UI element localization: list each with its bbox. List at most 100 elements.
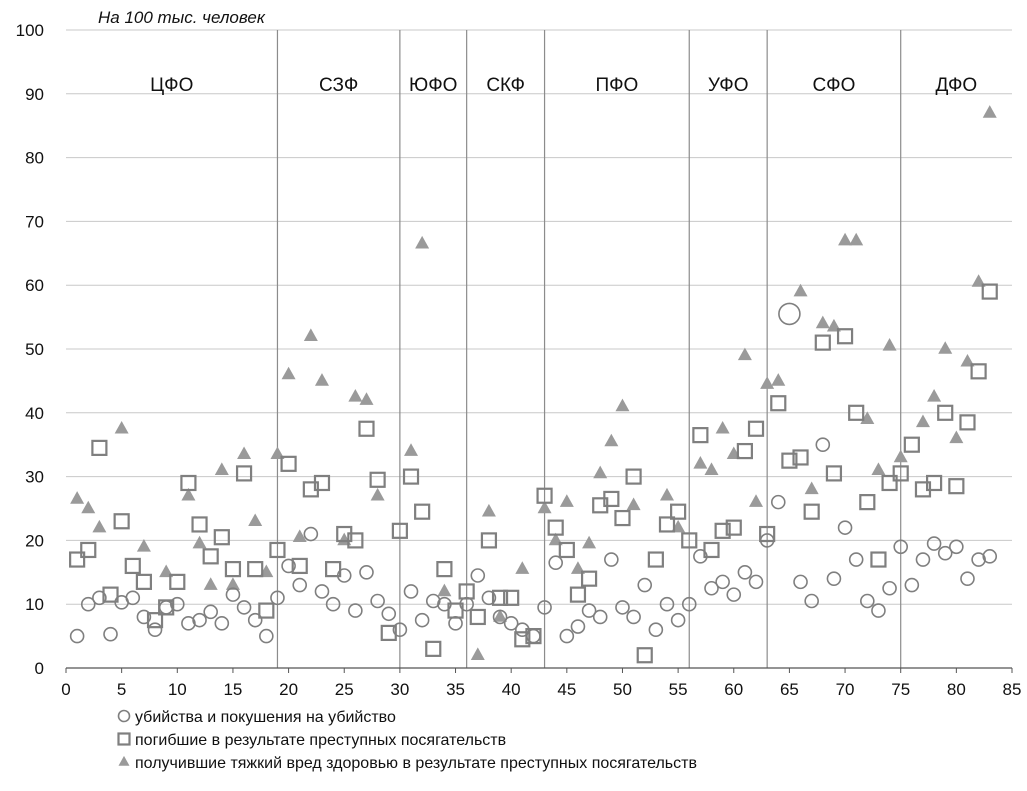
square-point	[836, 328, 854, 345]
square-point	[870, 551, 887, 568]
triangle-point	[359, 392, 374, 405]
square-point	[681, 532, 698, 549]
legend-label: убийства и покушения на убийство	[135, 709, 396, 726]
circle-point	[626, 609, 641, 625]
square-point	[658, 516, 676, 533]
triangle-point	[136, 538, 151, 552]
y-tick-label: 30	[25, 468, 44, 487]
circle-point	[414, 612, 430, 628]
y-tick-label: 80	[25, 149, 44, 168]
y-tick-label: 40	[25, 404, 44, 423]
y-tick-label: 0	[35, 659, 44, 678]
square-point	[113, 513, 130, 530]
circle-point	[459, 596, 474, 612]
series-triangle	[70, 105, 997, 661]
square-point	[814, 334, 831, 351]
triangle-point	[938, 341, 953, 354]
circle-point	[526, 628, 541, 644]
square-point	[759, 525, 776, 543]
square-point	[291, 557, 308, 575]
triangle-point	[882, 337, 897, 351]
square-point	[981, 283, 998, 300]
circle-point	[359, 564, 374, 580]
circle-point	[915, 552, 931, 567]
square-point	[102, 586, 119, 603]
triangle-point	[515, 561, 530, 574]
square-point	[614, 509, 631, 527]
circle-point	[403, 584, 419, 599]
triangle-point	[225, 577, 240, 590]
triangle-point	[793, 283, 808, 297]
square-point	[213, 529, 230, 546]
triangle-point	[370, 487, 385, 501]
square-point	[714, 522, 731, 539]
y-tick-label: 50	[25, 340, 44, 359]
circle-point	[960, 571, 975, 586]
circle-point	[659, 596, 675, 612]
circle-point	[158, 600, 174, 615]
x-tick-label: 85	[1003, 680, 1022, 699]
circle-point	[103, 626, 118, 642]
square-point	[146, 612, 164, 629]
circle-point	[737, 564, 753, 580]
square-point	[569, 586, 587, 603]
square-point	[736, 442, 753, 460]
circle-point	[548, 555, 563, 571]
region-label: ЦФО	[150, 75, 193, 96]
square-point	[747, 420, 765, 437]
circle-point	[169, 596, 185, 612]
legend-label: погибшие в результате преступных посягат…	[135, 732, 506, 749]
grid-layer	[66, 29, 1012, 605]
circle-point	[125, 590, 141, 606]
unit-label: На 100 тыс. человек	[98, 8, 266, 27]
circle-point	[314, 584, 330, 599]
circle-point	[871, 603, 886, 618]
square-point	[925, 474, 943, 492]
circle-point	[581, 603, 597, 618]
square-point	[848, 404, 865, 421]
circle-point	[926, 536, 942, 551]
data-points	[69, 105, 998, 664]
square-point	[514, 631, 531, 648]
square-point	[247, 561, 264, 578]
region-label: УФО	[708, 75, 749, 96]
circle-point	[247, 612, 263, 628]
triangle-point	[715, 420, 730, 434]
triangle-point	[704, 462, 719, 476]
triangle-point	[481, 503, 496, 517]
circle-point	[281, 558, 296, 574]
circle-point	[715, 574, 730, 590]
triangle-point	[749, 494, 764, 507]
triangle-point	[348, 389, 363, 402]
square-point	[558, 541, 575, 559]
circle-point	[481, 590, 497, 606]
square-point	[280, 455, 297, 472]
triangle-point	[615, 398, 630, 412]
circle-point	[503, 616, 519, 631]
triangle-point	[192, 535, 207, 549]
square-point	[803, 503, 820, 520]
square-point	[603, 490, 620, 508]
circle-point	[837, 520, 853, 535]
square-point	[547, 519, 564, 536]
circle-point	[147, 622, 163, 638]
triangle-point	[70, 491, 85, 504]
square-point	[491, 589, 509, 606]
triangle-point	[537, 500, 552, 514]
x-tick-label: 45	[557, 680, 576, 699]
circle-point	[759, 533, 775, 548]
x-tick-label: 0	[61, 680, 70, 699]
circle-point	[448, 616, 463, 631]
series-square	[69, 283, 998, 664]
triangle-point	[415, 235, 430, 249]
circle-point	[949, 539, 964, 555]
region-label: ЮФО	[409, 75, 457, 96]
square-point	[224, 561, 242, 578]
square-point	[258, 602, 275, 619]
triangle-point	[771, 373, 786, 386]
triangle-point	[582, 535, 597, 549]
square-point	[825, 465, 843, 482]
circle-point	[637, 577, 653, 593]
square-point	[703, 541, 720, 559]
